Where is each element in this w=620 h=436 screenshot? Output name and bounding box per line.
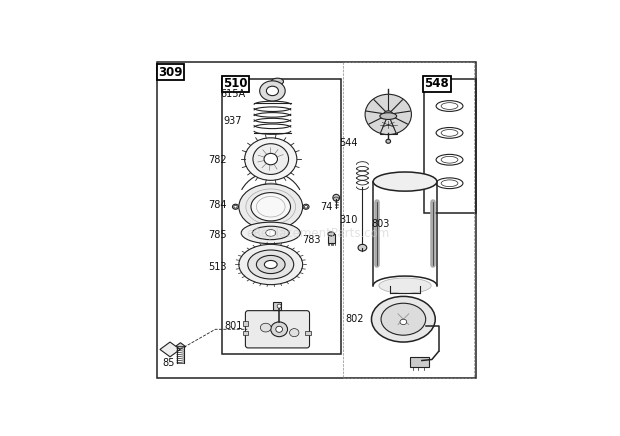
Ellipse shape <box>257 255 285 273</box>
Ellipse shape <box>334 197 339 201</box>
Text: 74: 74 <box>321 202 333 212</box>
Ellipse shape <box>373 172 437 191</box>
Ellipse shape <box>400 319 407 324</box>
Ellipse shape <box>358 244 367 251</box>
Text: 782: 782 <box>208 155 226 165</box>
Ellipse shape <box>239 244 303 285</box>
Ellipse shape <box>260 323 271 332</box>
Bar <box>410 357 428 367</box>
Text: 544: 544 <box>339 138 357 148</box>
Text: 784: 784 <box>208 200 226 210</box>
Ellipse shape <box>245 138 297 181</box>
Bar <box>273 303 281 310</box>
Bar <box>395 310 402 316</box>
Ellipse shape <box>386 139 391 143</box>
Ellipse shape <box>266 230 276 236</box>
Ellipse shape <box>365 94 412 135</box>
Bar <box>222 79 341 354</box>
Ellipse shape <box>371 296 435 342</box>
Ellipse shape <box>267 86 278 95</box>
Ellipse shape <box>380 113 397 119</box>
Polygon shape <box>175 343 186 347</box>
Text: 309: 309 <box>158 66 183 79</box>
Text: 801: 801 <box>225 321 243 331</box>
Text: 310: 310 <box>339 215 357 225</box>
Bar <box>328 234 335 243</box>
Ellipse shape <box>272 78 283 85</box>
Ellipse shape <box>303 204 309 209</box>
Bar <box>380 116 397 133</box>
Text: 783: 783 <box>303 235 321 245</box>
Ellipse shape <box>253 144 288 174</box>
Ellipse shape <box>379 278 431 293</box>
Ellipse shape <box>333 194 340 201</box>
Bar <box>343 62 474 378</box>
Bar <box>423 79 476 214</box>
Text: 85: 85 <box>162 358 175 368</box>
Ellipse shape <box>384 111 392 118</box>
Bar <box>243 330 249 335</box>
Bar <box>243 321 249 326</box>
Ellipse shape <box>241 222 300 244</box>
Ellipse shape <box>328 232 335 236</box>
Text: 785: 785 <box>208 230 226 240</box>
Ellipse shape <box>290 329 299 337</box>
Bar <box>305 330 311 335</box>
Text: eReplacementParts.com: eReplacementParts.com <box>246 227 389 240</box>
Ellipse shape <box>381 303 426 335</box>
Ellipse shape <box>248 250 294 279</box>
Text: 937: 937 <box>224 116 242 126</box>
Text: 802: 802 <box>345 314 364 324</box>
Ellipse shape <box>260 81 285 101</box>
Ellipse shape <box>304 205 308 208</box>
Text: 803: 803 <box>371 218 390 228</box>
Ellipse shape <box>232 204 239 209</box>
Polygon shape <box>160 342 180 357</box>
Text: 510: 510 <box>223 78 247 91</box>
Ellipse shape <box>251 193 291 221</box>
Ellipse shape <box>234 205 237 208</box>
Ellipse shape <box>264 153 278 165</box>
Ellipse shape <box>276 326 283 332</box>
Ellipse shape <box>239 184 303 230</box>
Ellipse shape <box>252 226 289 240</box>
Text: 548: 548 <box>425 78 450 91</box>
Ellipse shape <box>264 260 277 269</box>
FancyBboxPatch shape <box>246 311 309 348</box>
Ellipse shape <box>386 97 391 102</box>
Text: 513: 513 <box>208 262 226 272</box>
Ellipse shape <box>277 304 281 308</box>
Bar <box>406 310 414 316</box>
Text: 615A: 615A <box>221 89 246 99</box>
Ellipse shape <box>271 322 288 337</box>
